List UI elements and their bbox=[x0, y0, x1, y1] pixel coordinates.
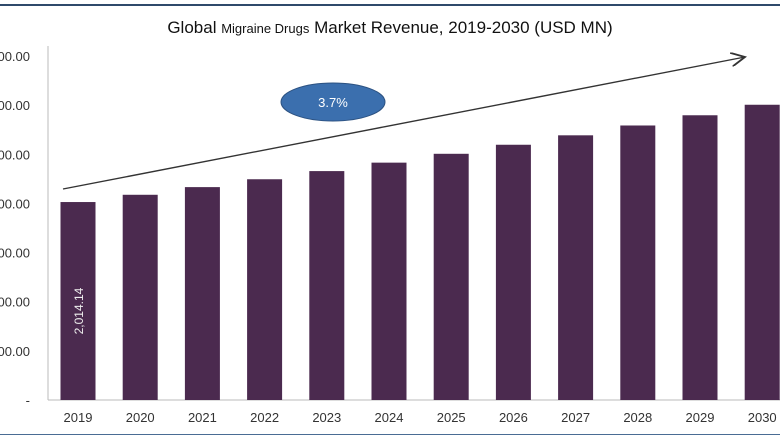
bar-2022 bbox=[247, 179, 283, 400]
bar-2019 bbox=[60, 202, 96, 400]
bar-2020 bbox=[122, 194, 158, 400]
bar-2026 bbox=[495, 144, 531, 400]
y-tick-label: 500.00 bbox=[0, 344, 30, 359]
bar-2023 bbox=[309, 171, 345, 400]
y-tick-label: 3,000.00 bbox=[0, 98, 30, 113]
cagr-label: 3.7% bbox=[318, 95, 348, 110]
x-tick-label: 2025 bbox=[437, 410, 466, 425]
x-tick-label: 2028 bbox=[623, 410, 652, 425]
title-part-product: Migraine Drugs bbox=[221, 21, 310, 36]
x-tick-label: 2022 bbox=[250, 410, 279, 425]
bar-2021 bbox=[184, 187, 220, 400]
x-tick-label: 2030 bbox=[748, 410, 777, 425]
x-tick-label: 2021 bbox=[188, 410, 217, 425]
bar-2028 bbox=[620, 125, 656, 400]
x-tick-label: 2029 bbox=[686, 410, 715, 425]
x-tick-label: 2027 bbox=[561, 410, 590, 425]
trend-arrow bbox=[62, 57, 745, 190]
bar-2027 bbox=[558, 135, 594, 400]
bar-2025 bbox=[433, 153, 469, 400]
x-tick-label: 2019 bbox=[64, 410, 93, 425]
bar-2029 bbox=[682, 115, 718, 400]
top-border bbox=[0, 4, 780, 6]
title-part: Market Revenue, 2019-2030 (USD MN) bbox=[309, 18, 613, 37]
x-tick-label: 2026 bbox=[499, 410, 528, 425]
y-tick-label: - bbox=[26, 393, 30, 408]
title-part: Global bbox=[167, 18, 222, 37]
bar-2030 bbox=[744, 104, 780, 400]
x-tick-label: 2024 bbox=[375, 410, 404, 425]
cagr-ellipse bbox=[280, 82, 386, 122]
x-tick-label: 2020 bbox=[126, 410, 155, 425]
y-tick-label: 1,000.00 bbox=[0, 295, 30, 310]
y-tick-label: 3,500.00 bbox=[0, 49, 30, 64]
chart-title: Global Migraine Drugs Market Revenue, 20… bbox=[0, 18, 780, 38]
bar-2024 bbox=[371, 162, 407, 400]
y-tick-label: 1,500.00 bbox=[0, 246, 30, 261]
y-tick-label: 2,000.00 bbox=[0, 196, 30, 211]
data-label: 2,014.14 bbox=[72, 287, 86, 334]
bottom-border bbox=[0, 434, 780, 435]
x-tick-label: 2023 bbox=[312, 410, 341, 425]
y-tick-label: 2,500.00 bbox=[0, 147, 30, 162]
